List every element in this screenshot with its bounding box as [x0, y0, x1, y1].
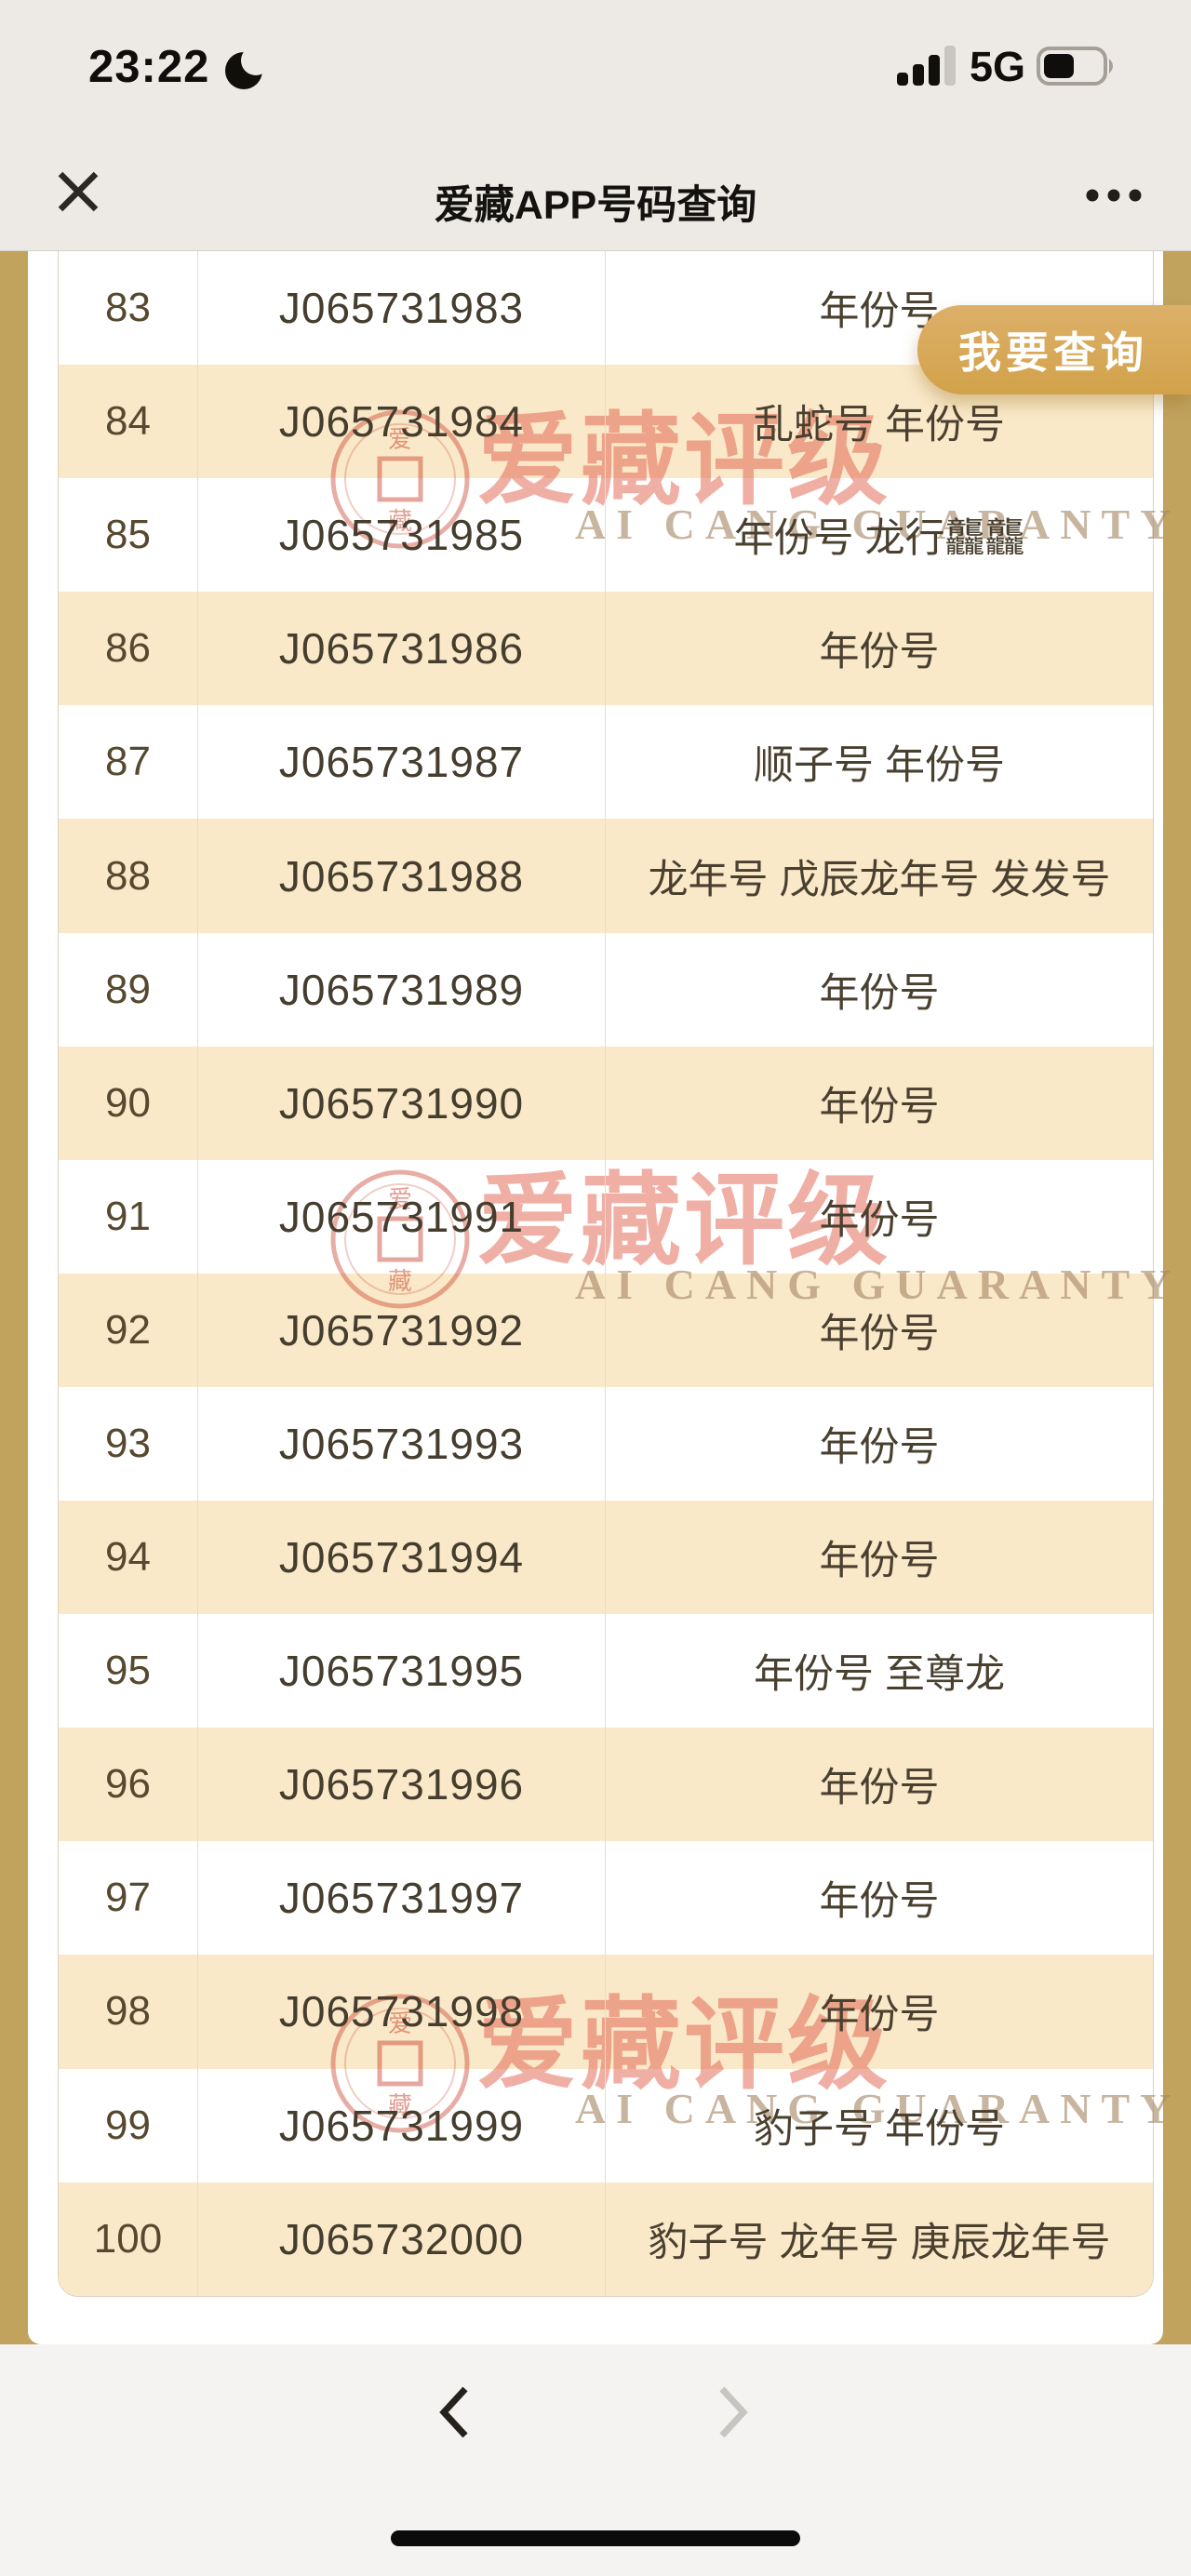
- tags-cell: 年份号: [819, 1424, 940, 1470]
- table-row: 93 J065731993 年份号: [59, 1386, 1153, 1502]
- tags-cell: 龙年号 戊辰龙年号 发发号: [648, 857, 1111, 902]
- serial-cell: J065731991: [198, 1159, 606, 1274]
- table-row: 85 J065731985 年份号 龙行龘龘: [59, 478, 1153, 593]
- table-row: 97 J065731997 年份号: [59, 1841, 1153, 1955]
- serial-cell: J065731990: [198, 1046, 606, 1160]
- tags-cell: 年份号: [819, 630, 940, 675]
- previous-page-icon[interactable]: [437, 2385, 471, 2439]
- tags-cell: 豹子号 年份号: [754, 2106, 1005, 2152]
- serial-cell: J065732000: [198, 2182, 606, 2296]
- serial-cell: J065731996: [198, 1728, 606, 1842]
- network-type-label: 5G: [970, 43, 1026, 90]
- row-number-cell: 93: [59, 1386, 198, 1502]
- row-number-cell: 96: [59, 1728, 198, 1842]
- table-row: 96 J065731996 年份号: [59, 1728, 1153, 1842]
- row-number-cell: 95: [59, 1614, 198, 1728]
- tags-cell: 年份号: [819, 1084, 940, 1129]
- row-number-cell: 100: [59, 2182, 198, 2296]
- row-number-cell: 86: [59, 592, 198, 706]
- row-number-cell: 87: [59, 705, 198, 820]
- more-menu-icon[interactable]: [1083, 182, 1144, 208]
- row-number-cell: 94: [59, 1501, 198, 1615]
- row-number-cell: 91: [59, 1159, 198, 1274]
- crescent-moon-icon: [225, 48, 266, 89]
- close-icon[interactable]: [54, 167, 102, 216]
- status-and-header-bar: 23:22 5G 爱藏APP号码查询: [0, 0, 1191, 251]
- serial-cell: J065731983: [198, 251, 606, 366]
- serial-cell: J065731988: [198, 819, 606, 933]
- status-time: 23:22: [88, 42, 210, 92]
- next-page-icon[interactable]: [716, 2385, 750, 2439]
- table-row: 100 J065732000 豹子号 龙年号 庚辰龙年号: [59, 2182, 1153, 2296]
- table-row: 89 J065731989 年份号: [59, 932, 1153, 1047]
- tags-cell: 年份号: [819, 1311, 940, 1356]
- row-number-cell: 98: [59, 1955, 198, 2069]
- tags-cell: 年份号: [819, 1539, 940, 1584]
- serial-cell: J065731992: [198, 1273, 606, 1387]
- table-row: 88 J065731988 龙年号 戊辰龙年号 发发号: [59, 819, 1153, 933]
- tags-cell: 顺子号 年份号: [754, 743, 1005, 789]
- battery-icon: [1037, 47, 1113, 86]
- row-number-cell: 89: [59, 932, 198, 1047]
- tags-cell: 年份号: [819, 1879, 940, 1925]
- table-row: 92 J065731992 年份号: [59, 1273, 1153, 1387]
- tags-cell: 年份号 至尊龙: [754, 1652, 1005, 1698]
- serial-cell: J065731985: [198, 478, 606, 593]
- serial-cell: J065731998: [198, 1955, 606, 2069]
- row-number-cell: 99: [59, 2068, 198, 2182]
- serial-cell: J065731997: [198, 1841, 606, 1955]
- tags-cell: 年份号: [819, 1993, 940, 2038]
- result-card: 83 J065731983 年份号 84 J065731984 乱蛇号 年份号 85 J065…: [28, 251, 1171, 2344]
- table-row: 98 J065731998 年份号: [59, 1955, 1153, 2069]
- table-row: 91 J065731991 年份号: [59, 1159, 1153, 1274]
- serial-cell: J065731999: [198, 2068, 606, 2182]
- tags-cell: 年份号: [819, 970, 940, 1016]
- table-body: 83 J065731983 年份号 84 J065731984 乱蛇号 年份号 85 J065…: [59, 251, 1153, 2296]
- table-row: 94 J065731994 年份号: [59, 1501, 1153, 1615]
- content-area: 83 J065731983 年份号 84 J065731984 乱蛇号 年份号 85 J065…: [0, 251, 1191, 2344]
- tags-cell: 年份号: [819, 289, 940, 335]
- row-number-cell: 85: [59, 478, 198, 593]
- signal-bars-icon: [897, 46, 956, 86]
- row-number-cell: 84: [59, 365, 198, 479]
- row-number-cell: 97: [59, 1841, 198, 1955]
- table-row: 87 J065731987 顺子号 年份号: [59, 705, 1153, 820]
- query-button[interactable]: 我要查询: [917, 305, 1191, 394]
- serial-cell: J065731986: [198, 592, 606, 706]
- home-indicator[interactable]: [391, 2530, 800, 2546]
- tags-cell: 豹子号 龙年号 庚辰龙年号: [648, 2220, 1111, 2265]
- serial-cell: J065731995: [198, 1614, 606, 1728]
- page-title: 爱藏APP号码查询: [434, 183, 757, 228]
- serial-cell: J065731987: [198, 705, 606, 820]
- tags-cell: 年份号: [819, 1197, 940, 1243]
- tags-cell: 乱蛇号 年份号: [754, 403, 1005, 448]
- results-table: 83 J065731983 年份号 84 J065731984 乱蛇号 年份号 85 J065…: [58, 251, 1154, 2297]
- table-row: 95 J065731995 年份号 至尊龙: [59, 1614, 1153, 1728]
- tags-cell: 年份号 龙行龘龘: [733, 516, 1025, 562]
- tags-cell: 年份号: [819, 1766, 940, 1811]
- table-row: 90 J065731990 年份号: [59, 1046, 1153, 1160]
- serial-cell: J065731984: [198, 365, 606, 479]
- row-number-cell: 83: [59, 251, 198, 366]
- row-number-cell: 90: [59, 1046, 198, 1160]
- table-row: 86 J065731986 年份号: [59, 592, 1153, 706]
- serial-cell: J065731989: [198, 932, 606, 1047]
- serial-cell: J065731993: [198, 1386, 606, 1502]
- table-row: 99 J065731999 豹子号 年份号: [59, 2068, 1153, 2182]
- row-number-cell: 88: [59, 819, 198, 933]
- row-number-cell: 92: [59, 1273, 198, 1387]
- serial-cell: J065731994: [198, 1501, 606, 1615]
